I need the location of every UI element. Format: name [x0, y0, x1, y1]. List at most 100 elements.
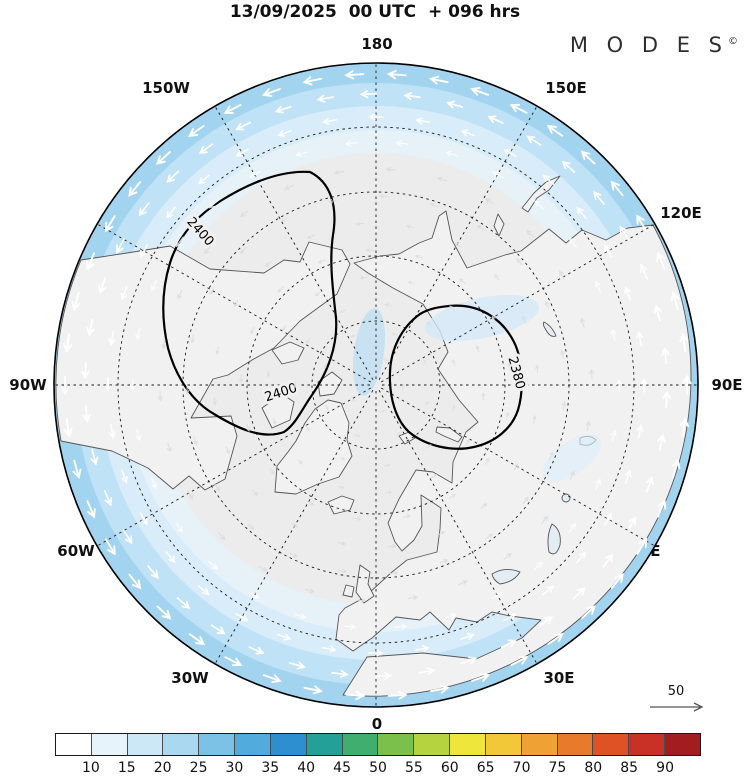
lon-label-150w: 150W	[142, 79, 190, 97]
contours	[162, 170, 523, 450]
wind-arrow-icon	[317, 259, 326, 264]
modes-logo: M O D E S©	[570, 33, 738, 57]
wind-arrow-icon	[626, 516, 636, 532]
wind-arrow-icon	[339, 309, 347, 313]
wind-arrow-icon	[86, 500, 96, 519]
wind-arrow-icon	[277, 286, 284, 293]
wind-arrow-icon	[248, 646, 265, 655]
wind-arrow-icon	[594, 280, 602, 293]
wind-arrow-icon	[176, 597, 191, 610]
colorbar-tick-label: 50	[369, 760, 387, 776]
wind-arrow-icon	[121, 469, 128, 484]
coastline-japan	[493, 175, 561, 237]
wind-arrow-icon	[359, 276, 367, 280]
colorbar-tick-label: 70	[512, 760, 531, 776]
wind-arrow-icon	[610, 573, 624, 589]
lake-caspian	[547, 523, 561, 555]
colorbar-cell	[593, 734, 630, 755]
wind-arrow-icon	[585, 420, 591, 432]
colorbar-cell	[199, 734, 236, 755]
wind-arrow-icon	[619, 225, 630, 241]
wind-arrow-icon	[82, 405, 91, 423]
wind-arrow-icon	[343, 623, 357, 630]
wind-arrow-icon	[184, 385, 190, 395]
wind-arrow-icon	[460, 656, 478, 665]
wind-arrow-icon	[249, 170, 261, 178]
wind-arrow-icon	[446, 100, 464, 109]
wind-arrow-icon	[331, 669, 349, 678]
colorbar-cell	[378, 734, 415, 755]
wind-arrow-icon	[385, 490, 393, 494]
colorbar-cell	[665, 734, 700, 755]
wind-arrow-icon	[261, 88, 281, 97]
wind-arrow-icon	[503, 553, 512, 560]
wind-arrow-icon	[337, 485, 345, 489]
wind-arrow-icon	[580, 150, 596, 165]
wind-arrows	[60, 69, 692, 701]
colorbar-tick-label: 85	[620, 760, 639, 776]
wind-arrow-icon	[247, 523, 255, 530]
wind-arrow-icon	[471, 673, 491, 682]
wind-arrow-icon	[384, 303, 392, 307]
wind-arrow-icon	[316, 94, 334, 103]
wind-arrow-icon	[426, 321, 433, 327]
wind-arrow-icon	[391, 332, 398, 336]
wind-arrow-icon	[395, 432, 402, 436]
contour-2380	[388, 304, 523, 450]
wind-arrow-icon	[257, 565, 268, 572]
wind-arrow-icon	[215, 346, 220, 355]
wind-arrow-icon	[165, 206, 176, 219]
wind-arrow-icon	[208, 560, 219, 570]
wind-arrow-icon	[368, 113, 384, 121]
wind-arrow-icon	[233, 299, 239, 308]
wind-arrow-icon	[636, 214, 648, 232]
modes-logo-text: M O D E S	[569, 33, 728, 57]
wind-arrow-icon	[639, 263, 649, 280]
wind-arrow-icon	[103, 490, 113, 507]
wind-arrow-icon	[415, 117, 431, 125]
wind-arrow-icon	[264, 261, 272, 267]
lake-black-sea	[491, 569, 521, 585]
wind-arrow-icon	[351, 396, 355, 403]
wind-arrow-icon	[156, 150, 171, 165]
colorbar-cell	[629, 734, 666, 755]
wind-arrow-icon	[306, 337, 311, 344]
wind-arrow-icon	[90, 448, 99, 466]
wind-arrow-icon	[248, 591, 260, 599]
wind-arrow-icon	[604, 244, 613, 258]
wind-arrow-icon	[306, 234, 315, 239]
wind-arrow-icon	[208, 199, 219, 209]
wind-arrow-icon	[503, 613, 517, 622]
wind-arrow-icon	[379, 409, 386, 413]
colorbar-tick-label: 80	[584, 760, 603, 776]
wind-arrow-icon	[437, 531, 446, 536]
wind-arrow-icon	[280, 217, 289, 222]
wind-arrow-icon	[505, 411, 510, 420]
wind-arrow-icon	[491, 315, 497, 323]
wind-arrow-icon	[403, 92, 421, 101]
coastline-greenland	[274, 399, 353, 495]
wind-arrow-icon	[547, 633, 564, 645]
wind-arrow-icon	[368, 649, 384, 657]
wind-arrow-icon	[135, 327, 142, 341]
wind-arrow-icon	[306, 500, 315, 506]
wind-arrow-icon	[430, 684, 450, 694]
wind-arrow-icon	[128, 573, 142, 590]
wind-arrow-icon	[679, 332, 689, 353]
wind-arrow-icon	[492, 171, 504, 179]
colorbar-cell	[342, 734, 379, 755]
wind-arrow-icon	[383, 463, 391, 467]
wind-arrow-icon	[581, 605, 596, 620]
wind-arrow-icon	[272, 417, 277, 425]
colorbar-tick-label: 60	[440, 760, 459, 776]
colorbar-tick-label: 75	[548, 760, 567, 776]
wind-arrow-icon	[337, 568, 348, 574]
wind-arrow-icon	[223, 104, 242, 114]
wind-arrow-icon	[122, 529, 133, 545]
wind-arrow-icon	[484, 457, 490, 465]
colorbar-bar	[55, 733, 701, 756]
lon-label-90w: 90W	[9, 376, 47, 394]
wind-arrow-icon	[682, 374, 692, 395]
wind-arrow-icon	[580, 317, 586, 328]
wind-arrow-icon	[374, 671, 393, 680]
